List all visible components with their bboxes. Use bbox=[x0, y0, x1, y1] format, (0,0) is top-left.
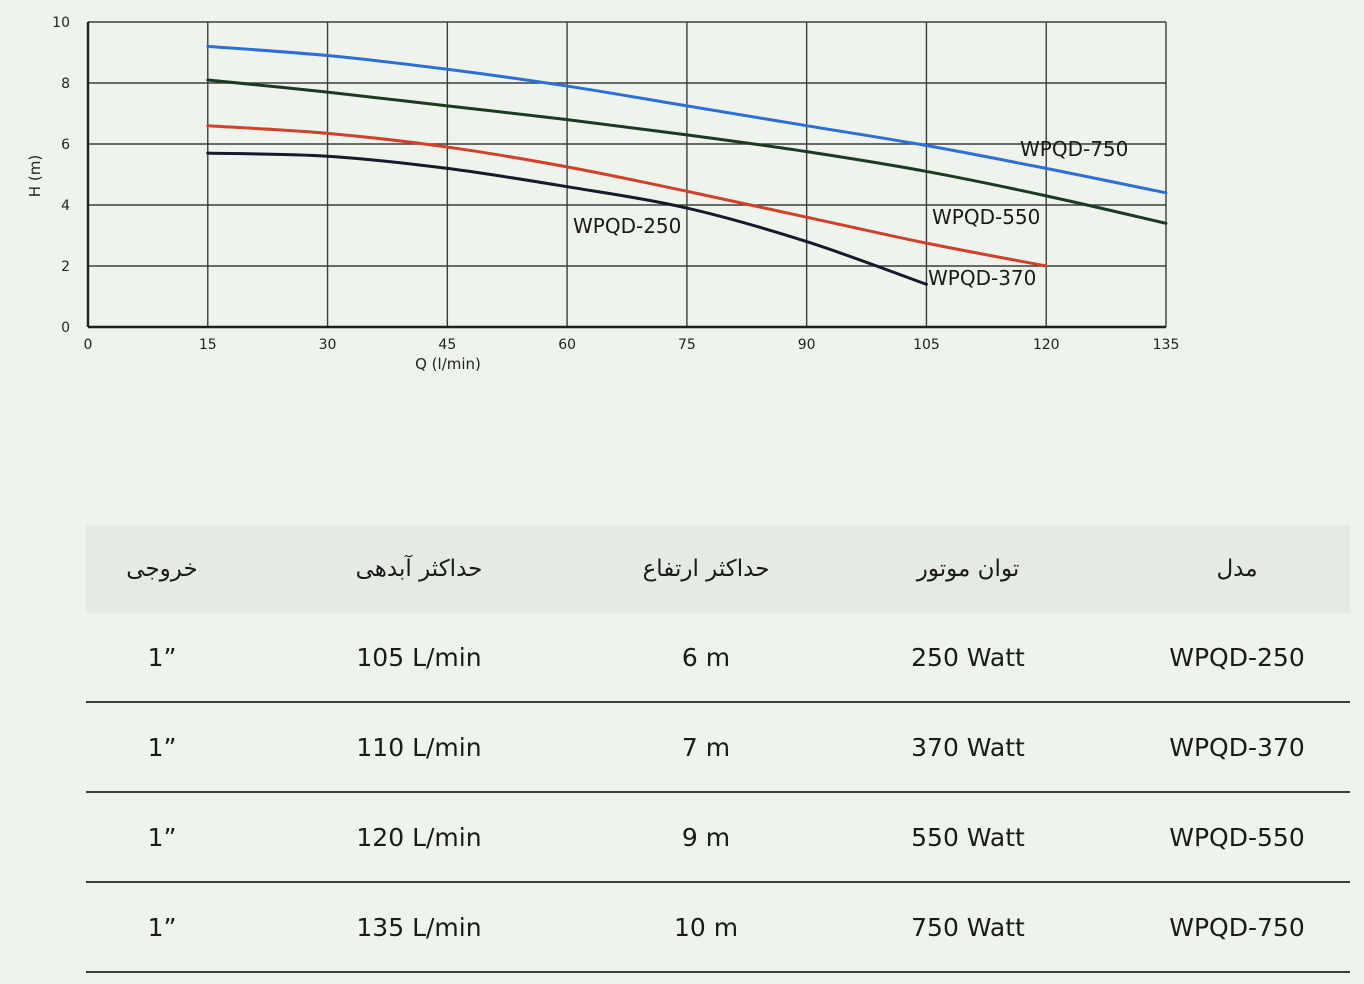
series-line-wpqd-750 bbox=[206, 44, 1168, 195]
cell-max-head: 6 m bbox=[600, 613, 812, 703]
x-tick-label: 90 bbox=[798, 337, 816, 353]
cell-max-flow: 110 L/min bbox=[238, 702, 600, 793]
y-tick-label: 4 bbox=[61, 198, 70, 214]
header-max-head: حداکثر ارتفاع bbox=[642, 556, 770, 582]
cell-model: WPQD-550 bbox=[1124, 792, 1350, 883]
spec-table: خروجی حداکثر آبدهی حداکثر ارتفاع توان مو… bbox=[86, 525, 1350, 973]
header-power: توان موتور bbox=[916, 556, 1020, 582]
y-tick-label: 10 bbox=[52, 15, 70, 31]
table-row: 1” 110 L/min 7 m 370 Watt WPQD-370 bbox=[86, 702, 1350, 793]
x-tick-label: 30 bbox=[319, 337, 337, 353]
cell-max-flow: 120 L/min bbox=[238, 792, 600, 883]
x-tick-label: 120 bbox=[1033, 337, 1060, 353]
chart-labels: WPQD-750 WPQD-550 WPQD-370 WPQD-250 bbox=[573, 137, 1128, 290]
y-axis-title: H (m) bbox=[26, 155, 44, 197]
y-tick-label: 6 bbox=[61, 137, 70, 153]
cell-outlet: 1” bbox=[86, 882, 238, 973]
cell-model: WPQD-370 bbox=[1124, 702, 1350, 793]
cell-outlet: 1” bbox=[86, 702, 238, 793]
cell-power: 750 Watt bbox=[812, 882, 1124, 973]
header-outlet: خروجی bbox=[126, 556, 198, 582]
table-row: 1” 105 L/min 6 m 250 Watt WPQD-250 bbox=[86, 613, 1350, 703]
cell-power: 370 Watt bbox=[812, 702, 1124, 793]
header-max-flow: حداکثر آبدهی bbox=[355, 556, 483, 582]
cell-max-flow: 135 L/min bbox=[238, 882, 600, 973]
series-line-wpqd-370 bbox=[206, 124, 1048, 268]
x-tick-label: 135 bbox=[1153, 337, 1180, 353]
x-axis-title: Q (l/min) bbox=[415, 355, 481, 373]
cell-power: 250 Watt bbox=[812, 613, 1124, 703]
x-tick-label: 15 bbox=[199, 337, 217, 353]
y-tick-label: 0 bbox=[61, 320, 70, 336]
cell-outlet: 1” bbox=[86, 613, 238, 703]
table-header-row: خروجی حداکثر آبدهی حداکثر ارتفاع توان مو… bbox=[86, 525, 1350, 613]
series-line-wpqd-550 bbox=[206, 78, 1168, 225]
y-tick-label: 8 bbox=[61, 76, 70, 92]
chart-axes: 0 15 30 45 60 75 90 105 120 135 0 2 4 6 8 10 Q (l/min) H … bbox=[26, 15, 1179, 373]
chart-grid bbox=[88, 21, 1167, 327]
cell-max-head: 9 m bbox=[600, 792, 812, 883]
cell-max-head: 10 m bbox=[600, 882, 812, 973]
series-line-wpqd-250 bbox=[206, 151, 928, 286]
chart-series bbox=[206, 44, 1168, 286]
cell-power: 550 Watt bbox=[812, 792, 1124, 883]
cell-max-flow: 105 L/min bbox=[238, 613, 600, 703]
x-tick-label: 0 bbox=[84, 337, 93, 353]
x-tick-label: 60 bbox=[558, 337, 576, 353]
table-row: 1” 135 L/min 10 m 750 Watt WPQD-750 bbox=[86, 882, 1350, 973]
series-label: WPQD-250 bbox=[573, 214, 681, 238]
cell-outlet: 1” bbox=[86, 792, 238, 883]
table-row: 1” 120 L/min 9 m 550 Watt WPQD-550 bbox=[86, 792, 1350, 883]
series-label: WPQD-370 bbox=[928, 266, 1036, 290]
x-tick-label: 75 bbox=[678, 337, 696, 353]
y-tick-label: 2 bbox=[61, 259, 70, 275]
x-tick-label: 45 bbox=[438, 337, 456, 353]
series-label: WPQD-750 bbox=[1020, 137, 1128, 161]
x-tick-label: 105 bbox=[913, 337, 940, 353]
header-model: مدل bbox=[1216, 556, 1258, 582]
cell-model: WPQD-250 bbox=[1124, 613, 1350, 703]
cell-max-head: 7 m bbox=[600, 702, 812, 793]
series-label: WPQD-550 bbox=[932, 205, 1040, 229]
cell-model: WPQD-750 bbox=[1124, 882, 1350, 973]
performance-chart: 0 15 30 45 60 75 90 105 120 135 0 2 4 6 8 10 Q (l/min) H … bbox=[26, 15, 1179, 373]
